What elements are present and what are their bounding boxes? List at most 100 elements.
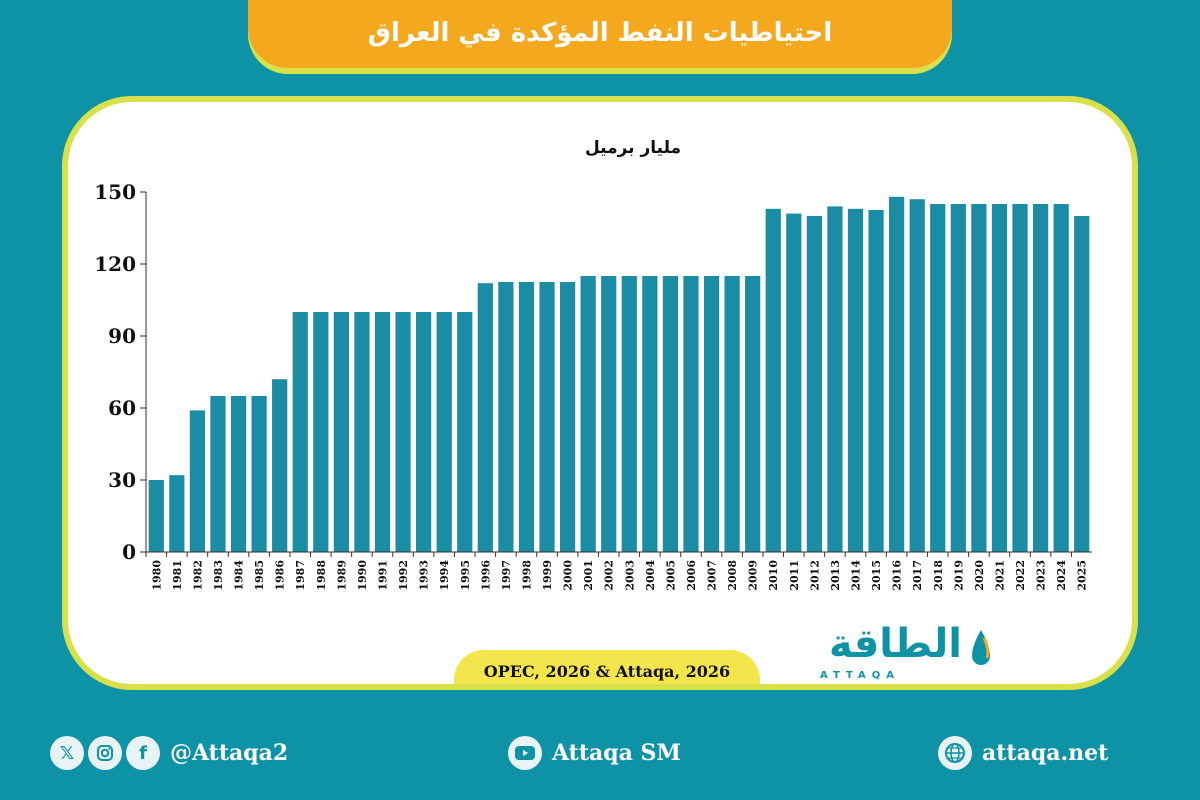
bar-2025 xyxy=(1074,216,1090,552)
y-tick-label: 60 xyxy=(108,396,136,420)
x-tick-label: 2019 xyxy=(952,560,965,591)
youtube-channel[interactable]: Attaqa SM xyxy=(552,740,681,766)
x-tick-label: 1999 xyxy=(541,560,554,591)
bar-1990 xyxy=(354,312,370,552)
bar-2006 xyxy=(683,276,699,552)
bar-2018 xyxy=(930,204,946,552)
x-tick-label: 1986 xyxy=(274,560,287,591)
x-tick-label: 2008 xyxy=(726,560,739,591)
facebook-icon[interactable]: f xyxy=(126,736,160,770)
x-tick-label: 1991 xyxy=(377,560,390,591)
bar-1987 xyxy=(292,312,308,552)
x-tick-label: 1994 xyxy=(438,560,451,591)
y-tick-label: 150 xyxy=(94,180,136,204)
x-tick-label: 1996 xyxy=(479,560,492,591)
page-title: احتياطيات النفط المؤكدة في العراق xyxy=(367,18,833,48)
bar-1993 xyxy=(416,312,432,552)
y-tick-label: 0 xyxy=(122,540,136,564)
x-tick-label: 1995 xyxy=(459,560,472,591)
y-tick-label: 120 xyxy=(94,252,136,276)
bar-1984 xyxy=(230,396,247,552)
bar-1999 xyxy=(539,282,555,552)
x-tick-label: 2012 xyxy=(808,560,821,591)
title-banner: احتياطيات النفط المؤكدة في العراق xyxy=(248,0,952,68)
x-tick-label: 1984 xyxy=(233,560,246,591)
bar-1989 xyxy=(333,312,349,552)
social-links: 𝕏 f @Attaqa2 xyxy=(50,736,288,770)
x-tick-label: 2003 xyxy=(623,560,636,591)
bar-2010 xyxy=(765,208,781,553)
y-tick-label: 90 xyxy=(108,324,136,348)
bar-2015 xyxy=(868,210,884,552)
bar-chart: 0 30 60 90 120 150 1980 1981 1982 1983 1984 1985 198… xyxy=(94,180,1092,591)
logo-english: ATTAQA xyxy=(820,670,901,681)
footer: 𝕏 f @Attaqa2 Attaqa SM attaqa.net xyxy=(0,730,1200,780)
bar-1986 xyxy=(272,379,288,552)
x-tick-label: 2006 xyxy=(685,560,698,591)
x-tick-label: 1981 xyxy=(171,560,184,591)
bar-1983 xyxy=(210,396,226,552)
bar-2020 xyxy=(971,204,987,552)
x-tick-label: 2025 xyxy=(1076,560,1089,591)
bar-1982 xyxy=(189,410,206,552)
x-tick-label: 2017 xyxy=(911,560,924,591)
instagram-icon[interactable] xyxy=(88,736,122,770)
bar-2011 xyxy=(786,213,802,552)
bar-2013 xyxy=(827,206,843,552)
x-tick-label: 1997 xyxy=(500,560,513,591)
bar-2009 xyxy=(745,276,761,552)
bar-2007 xyxy=(703,276,720,552)
x-tick-label: 1989 xyxy=(335,560,348,591)
youtube-icon[interactable] xyxy=(508,736,542,770)
x-tick-label: 2010 xyxy=(767,560,780,591)
bar-2004 xyxy=(642,276,658,552)
flame-drop-icon xyxy=(972,630,990,665)
x-tick-label: 1990 xyxy=(356,560,369,591)
bar-1997 xyxy=(498,282,514,552)
bar-2023 xyxy=(1032,204,1049,552)
x-tick-label: 2022 xyxy=(1014,560,1027,591)
unit-label: مليار برميل xyxy=(584,138,682,158)
x-tick-label: 2002 xyxy=(603,560,616,591)
x-tick-label: 2007 xyxy=(706,560,719,591)
globe-icon[interactable] xyxy=(938,736,972,770)
bar-2012 xyxy=(806,216,822,552)
x-tick-label: 2016 xyxy=(891,560,904,591)
x-tick-label: 2020 xyxy=(973,560,986,591)
youtube-link: Attaqa SM xyxy=(508,736,681,770)
x-tick-label: 2009 xyxy=(747,560,760,591)
x-tick-label: 2015 xyxy=(870,560,883,591)
attaqa-logo: الطاقة ATTAQA xyxy=(812,622,992,684)
x-tick-label: 2000 xyxy=(562,560,575,591)
bar-2005 xyxy=(662,276,679,552)
bar-1985 xyxy=(251,396,267,552)
bar-2014 xyxy=(847,208,864,553)
bar-2000 xyxy=(559,282,576,552)
bar-2016 xyxy=(889,196,905,553)
x-tick-label: 2014 xyxy=(850,560,863,591)
bar-1998 xyxy=(518,282,535,552)
x-tick-label: 2024 xyxy=(1055,560,1068,591)
x-tick-label: 2021 xyxy=(993,560,1006,591)
bar-2022 xyxy=(1012,204,1028,552)
bar-2019 xyxy=(950,204,966,552)
x-tick-label: 1985 xyxy=(253,560,266,591)
bar-2003 xyxy=(621,276,637,552)
bar-1996 xyxy=(477,283,493,552)
social-handle[interactable]: @Attaqa2 xyxy=(170,740,289,766)
bar-1988 xyxy=(313,312,329,552)
y-tick-label: 30 xyxy=(108,468,136,492)
bar-1995 xyxy=(457,312,473,552)
x-tick-label: 1982 xyxy=(191,560,204,591)
x-tick-label: 2011 xyxy=(788,560,801,591)
logo-arabic: الطاقة xyxy=(828,621,962,667)
website-url[interactable]: attaqa.net xyxy=(982,740,1109,766)
x-icon[interactable]: 𝕏 xyxy=(50,736,84,770)
x-tick-label: 1987 xyxy=(294,560,307,591)
x-tick-label: 2005 xyxy=(664,560,677,591)
x-tick-label: 2001 xyxy=(582,560,595,591)
x-tick-label: 1983 xyxy=(212,560,225,591)
bar-2001 xyxy=(580,276,596,552)
bar-1981 xyxy=(169,475,185,552)
bar-2024 xyxy=(1053,204,1069,552)
